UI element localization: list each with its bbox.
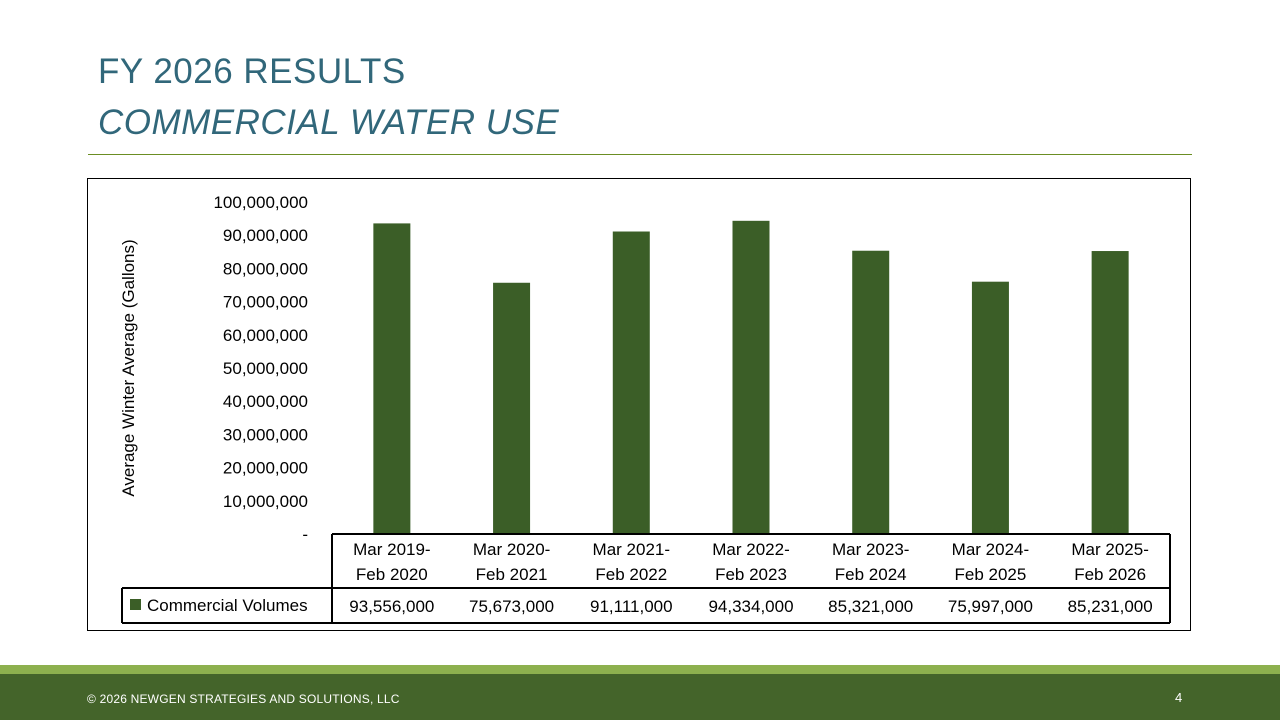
bar	[732, 220, 770, 534]
x-tick-label: Feb 2025	[955, 565, 1027, 584]
y-tick-label: 90,000,000	[223, 226, 308, 245]
x-tick-label: Mar 2022-	[712, 540, 789, 559]
x-tick-label: Feb 2024	[835, 565, 907, 584]
data-table-value: 75,673,000	[469, 597, 554, 616]
x-tick-label: Feb 2023	[715, 565, 787, 584]
title-divider	[88, 154, 1192, 155]
y-tick-label: 60,000,000	[223, 326, 308, 345]
footer-accent-bar	[0, 665, 1280, 674]
data-table-value: 85,231,000	[1068, 597, 1153, 616]
data-table-value: 93,556,000	[349, 597, 434, 616]
bar-chart: - 10,000,000 20,000,000 30,000,000 40,000,00…	[119, 193, 1171, 624]
bar	[852, 250, 890, 534]
slide-title: FY 2026 RESULTS	[98, 52, 406, 91]
x-tick-label: Mar 2023-	[832, 540, 909, 559]
footer-copyright: © 2026 NEWGEN STRATEGIES AND SOLUTIONS, …	[87, 692, 400, 706]
y-tick-label: 40,000,000	[223, 392, 308, 411]
y-tick-label: 80,000,000	[223, 259, 308, 278]
x-tick-label: Feb 2022	[595, 565, 667, 584]
footer-bar	[0, 674, 1280, 720]
legend-key	[130, 599, 141, 610]
data-table-value: 94,334,000	[708, 597, 793, 616]
x-tick-label: Feb 2020	[356, 565, 428, 584]
x-tick-label: Mar 2020-	[473, 540, 550, 559]
slide-subtitle: COMMERCIAL WATER USE	[98, 103, 560, 142]
x-tick-label: Mar 2019-	[353, 540, 430, 559]
x-tick-label: Mar 2025-	[1071, 540, 1148, 559]
y-tick-label: 10,000,000	[223, 492, 308, 511]
x-tick-label: Mar 2021-	[593, 540, 670, 559]
bar	[971, 281, 1009, 534]
bar	[493, 282, 531, 534]
y-axis-label: Average Winter Average (Gallons)	[119, 239, 138, 496]
chart-frame: - 10,000,000 20,000,000 30,000,000 40,000,00…	[87, 178, 1191, 631]
data-table-value: 85,321,000	[828, 597, 913, 616]
x-tick-label: Feb 2026	[1074, 565, 1146, 584]
y-tick-label: 50,000,000	[223, 359, 308, 378]
bar	[1091, 251, 1129, 534]
y-tick-label: 30,000,000	[223, 425, 308, 444]
y-tick-label: 100,000,000	[213, 193, 308, 212]
bar	[612, 231, 650, 534]
data-table-value: 91,111,000	[590, 597, 673, 616]
y-tick-label: 20,000,000	[223, 459, 308, 478]
legend-series-name: Commercial Volumes	[147, 596, 308, 615]
x-tick-label: Mar 2024-	[952, 540, 1029, 559]
x-tick-label: Feb 2021	[476, 565, 548, 584]
data-table-value: 75,997,000	[948, 597, 1033, 616]
y-tick-label: -	[302, 525, 308, 544]
y-tick-label: 70,000,000	[223, 293, 308, 312]
page-number: 4	[1175, 690, 1183, 705]
bar	[373, 223, 411, 534]
